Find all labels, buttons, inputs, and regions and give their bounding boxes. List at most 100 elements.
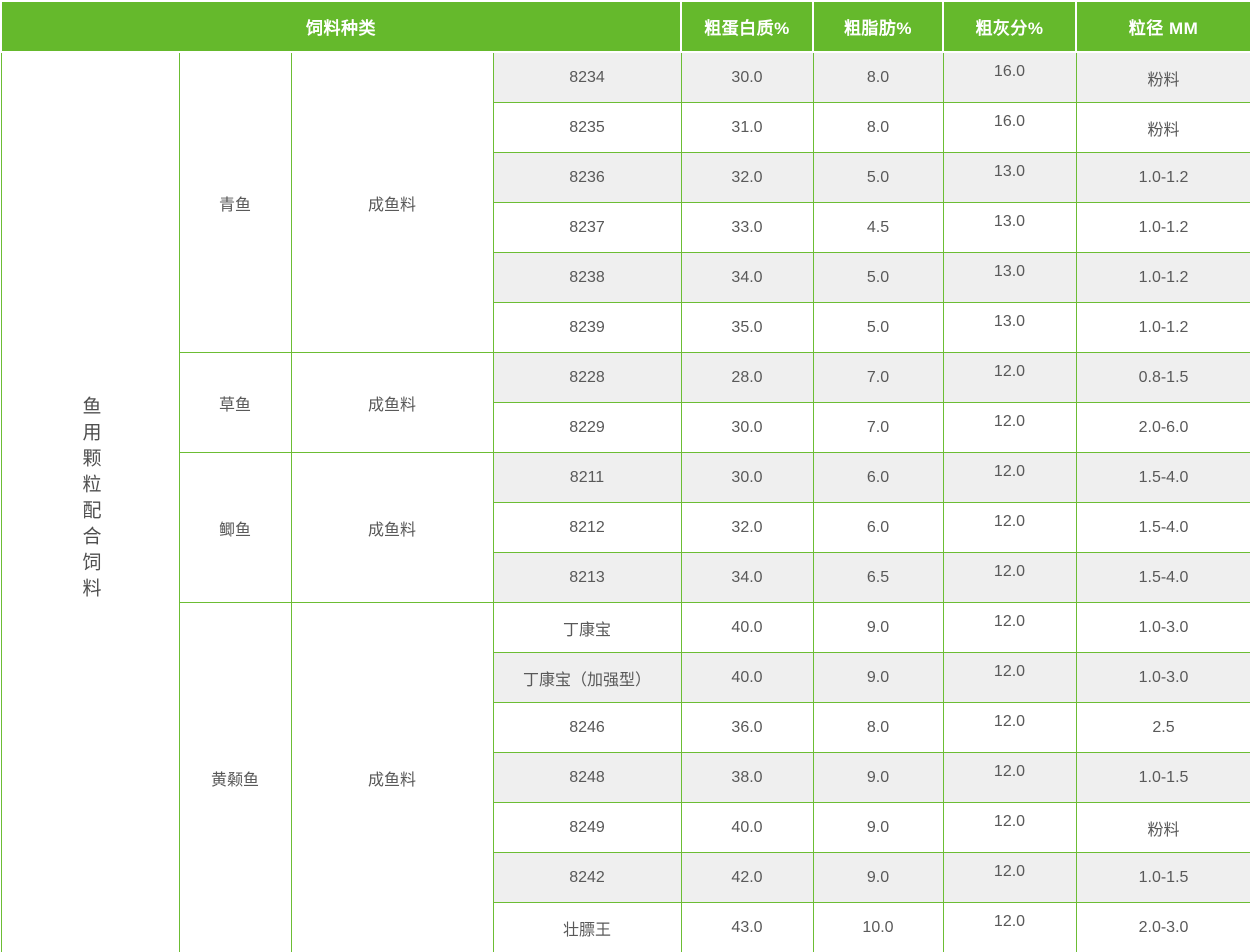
ash-cell-text: 16.0 (993, 62, 1026, 80)
product-cell-text: 8236 (569, 168, 605, 186)
protein-cell: 30.0 (680, 452, 814, 503)
product-cell: 8239 (492, 302, 682, 353)
fat-cell: 6.5 (812, 552, 944, 603)
protein-cell-text: 32.0 (731, 168, 763, 186)
ash-cell-text: 13.0 (993, 262, 1026, 280)
table-row: 8212 32.0 6.0 12.0 1.5-4.0 (1, 502, 1250, 553)
fat-cell: 9.0 (812, 802, 944, 853)
size-cell-text: 2.0-3.0 (1138, 918, 1189, 936)
fat-cell-text: 5.0 (866, 168, 890, 186)
ash-cell: 12.0 (942, 702, 1077, 753)
size-cell: 1.5-4.0 (1075, 502, 1250, 553)
header-row: 饲料种类 粗蛋白质% 粗脂肪% 粗灰分% 粒径 MM (0, 0, 1250, 53)
fat-cell: 8.0 (812, 51, 944, 103)
size-cell-text: 1.0-1.2 (1138, 318, 1189, 336)
protein-cell-text: 40.0 (731, 618, 763, 636)
protein-cell-text: 35.0 (731, 318, 763, 336)
size-cell-text: 1.0-3.0 (1138, 668, 1189, 686)
size-cell-text: 0.8-1.5 (1138, 368, 1189, 386)
protein-cell: 40.0 (680, 652, 814, 703)
size-cell-text: 2.5 (1152, 718, 1175, 736)
header-crude-ash: 粗灰分% (942, 0, 1077, 53)
fat-cell-text: 8.0 (866, 718, 890, 736)
product-cell: 8242 (492, 852, 682, 903)
product-cell-text: 8237 (569, 218, 605, 236)
header-crude-protein: 粗蛋白质% (680, 0, 814, 53)
size-cell-text: 1.0-1.2 (1138, 168, 1189, 186)
ash-cell: 13.0 (942, 252, 1077, 303)
ash-cell-text: 12.0 (993, 912, 1026, 930)
size-cell-text: 1.0-3.0 (1138, 618, 1189, 636)
protein-cell: 36.0 (680, 702, 814, 753)
size-cell: 1.0-1.2 (1075, 152, 1250, 203)
ash-cell: 12.0 (942, 552, 1077, 603)
product-cell: 8234 (492, 51, 682, 103)
protein-cell-text: 40.0 (731, 818, 763, 836)
table-row: 8249 40.0 9.0 12.0 粉料 (1, 802, 1250, 853)
size-cell-text: 1.5-4.0 (1138, 568, 1189, 586)
product-cell-text: 8228 (569, 368, 605, 386)
protein-cell: 34.0 (680, 252, 814, 303)
fat-cell-text: 6.0 (866, 468, 890, 486)
ash-cell-text: 12.0 (993, 712, 1026, 730)
stage-cell-text: 成鱼料 (367, 396, 416, 414)
header-particle-size: 粒径 MM (1075, 0, 1250, 53)
protein-cell: 42.0 (680, 852, 814, 903)
product-cell: 8249 (492, 802, 682, 853)
product-cell: 8246 (492, 702, 682, 753)
fish-group-cell: 黄颡鱼 (178, 602, 292, 952)
product-cell: 壮膘王 (492, 902, 682, 952)
fish-group-cell-text: 黄颡鱼 (210, 771, 259, 789)
ash-cell-text: 16.0 (993, 112, 1026, 130)
size-cell: 2.5 (1075, 702, 1250, 753)
protein-cell-text: 36.0 (731, 718, 763, 736)
product-cell: 8212 (492, 502, 682, 553)
fat-cell-text: 6.0 (866, 518, 890, 536)
header-crude-fat: 粗脂肪% (812, 0, 944, 53)
ash-cell-text: 12.0 (993, 562, 1026, 580)
stage-cell: 成鱼料 (290, 352, 494, 453)
fat-cell: 4.5 (812, 202, 944, 253)
size-cell: 1.0-3.0 (1075, 602, 1250, 653)
protein-cell-text: 34.0 (731, 568, 763, 586)
fat-cell: 5.0 (812, 252, 944, 303)
fat-cell-text: 8.0 (866, 68, 890, 86)
size-cell: 1.0-3.0 (1075, 652, 1250, 703)
fish-group-cell-text: 草鱼 (218, 396, 251, 414)
size-cell-text: 1.0-1.2 (1138, 218, 1189, 236)
protein-cell: 40.0 (680, 802, 814, 853)
protein-cell: 35.0 (680, 302, 814, 353)
size-cell: 1.0-1.5 (1075, 752, 1250, 803)
size-cell-text: 粉料 (1147, 71, 1180, 89)
table-row: 8229 30.0 7.0 12.0 2.0-6.0 (1, 402, 1250, 453)
ash-cell: 13.0 (942, 202, 1077, 253)
fat-cell: 6.0 (812, 452, 944, 503)
product-cell: 8238 (492, 252, 682, 303)
size-cell: 1.0-1.2 (1075, 252, 1250, 303)
ash-cell-text: 12.0 (993, 462, 1026, 480)
product-cell-text: 8229 (569, 418, 605, 436)
product-cell-text: 壮膘王 (562, 921, 611, 939)
product-cell: 8229 (492, 402, 682, 453)
product-cell: 8248 (492, 752, 682, 803)
ash-cell: 12.0 (942, 352, 1077, 403)
size-cell: 粉料 (1075, 51, 1250, 103)
fat-cell: 9.0 (812, 852, 944, 903)
protein-cell-text: 34.0 (731, 268, 763, 286)
size-cell: 2.0-3.0 (1075, 902, 1250, 952)
size-cell-text: 粉料 (1147, 821, 1180, 839)
ash-cell-text: 12.0 (993, 662, 1026, 680)
product-cell-text: 8248 (569, 768, 605, 786)
product-cell: 8235 (492, 102, 682, 153)
table-row: 草鱼 成鱼料 8228 28.0 7.0 12.0 0.8-1.5 (1, 352, 1250, 453)
product-cell-text: 8249 (569, 818, 605, 836)
fat-cell: 7.0 (812, 402, 944, 453)
protein-cell: 28.0 (680, 352, 814, 403)
size-cell: 2.0-6.0 (1075, 402, 1250, 453)
table-row: 鱼用颗粒配合饲料 青鱼 成鱼料 8234 30.0 8.0 16.0 粉料 (0, 51, 1250, 952)
ash-cell-text: 13.0 (993, 312, 1026, 330)
product-cell-text: 8246 (569, 718, 605, 736)
product-cell: 8211 (492, 452, 682, 503)
